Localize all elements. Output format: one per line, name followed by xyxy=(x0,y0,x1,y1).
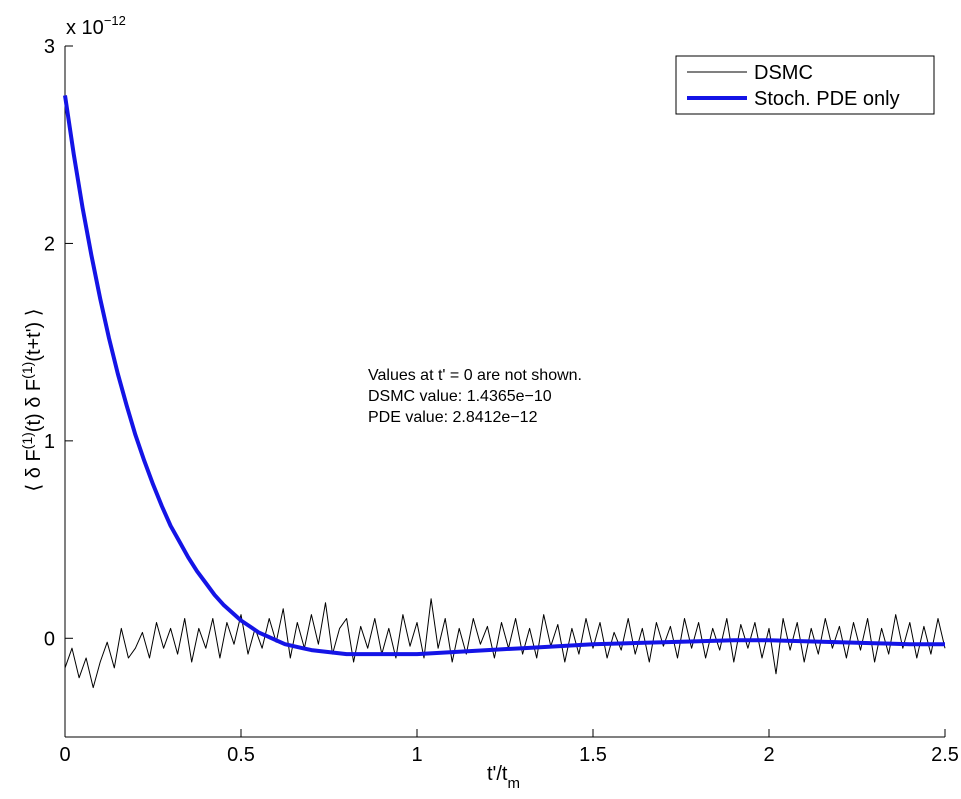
series-line-pde xyxy=(63,95,945,657)
annotation-line-1: Values at t' = 0 are not shown. xyxy=(368,367,582,384)
y-tick-label: 3 xyxy=(44,36,55,58)
y-tick-label: 0 xyxy=(44,628,55,650)
legend-box xyxy=(675,55,935,115)
x-tick-label: 1 xyxy=(411,744,422,766)
axes xyxy=(64,46,945,738)
x-tick-label: 2.5 xyxy=(931,744,959,766)
x-ticks: 0 0.5 1 1.5 2 2.5 xyxy=(59,729,959,766)
y-tick-label: 1 xyxy=(44,431,55,453)
x-axis-label: t'/tm xyxy=(487,763,520,792)
legend-label-dsmc: DSMC xyxy=(754,62,813,84)
x-tick-label: 1.5 xyxy=(579,744,607,766)
y-ticks: 0 1 2 3 xyxy=(44,36,73,650)
y-tick-label: 2 xyxy=(44,233,55,255)
annotation-line-2: DSMC value: 1.4365e−10 xyxy=(368,388,552,405)
y-scale-label: x 10−12 xyxy=(66,13,126,39)
series-layer xyxy=(63,95,946,689)
x-tick-label: 0.5 xyxy=(227,744,255,766)
annotation-block: Values at t' = 0 are not shown. DSMC val… xyxy=(368,367,582,426)
legend: DSMC Stoch. PDE only xyxy=(675,55,935,115)
legend-label-pde: Stoch. PDE only xyxy=(754,88,900,110)
y-axis-label: ⟨ δ F(1)(t) δ F(1)(t+t') ⟩ xyxy=(19,308,45,491)
x-tick-label: 2 xyxy=(763,744,774,766)
series-line-dsmc xyxy=(64,598,946,689)
annotation-line-3: PDE value: 2.8412e−12 xyxy=(368,409,538,426)
x-tick-label: 0 xyxy=(59,744,70,766)
